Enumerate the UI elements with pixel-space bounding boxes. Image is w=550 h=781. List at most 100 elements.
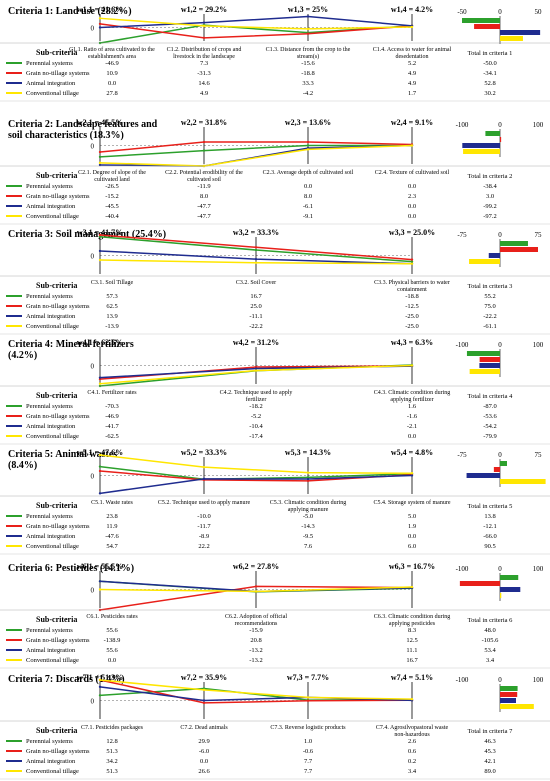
- cell-value: 11.1: [406, 647, 417, 654]
- cell-value: -13.9: [105, 323, 119, 330]
- cell-total: -79.9: [483, 433, 497, 440]
- category-label-line: applying manure: [288, 507, 329, 513]
- cell-total: -34.1: [483, 70, 497, 77]
- cell-value: -18.2: [249, 403, 263, 410]
- sub-criteria-header: Sub-criteria: [36, 48, 77, 57]
- category-label-line: C1.2. Distribution of crops and: [167, 46, 242, 53]
- series-name: Animal integration: [26, 313, 76, 320]
- data-point: [254, 367, 258, 370]
- series-line-conventional-tillage: [99, 454, 413, 475]
- category-label: C1.2. Distribution of crops and livestock…: [167, 46, 242, 60]
- weight-label: w1,1 = 41.6%: [77, 5, 123, 14]
- data-point: [410, 25, 414, 29]
- data-point: [254, 248, 258, 252]
- category-label: C7.1. Pesticides packages: [81, 725, 144, 731]
- cell-total: 55.2: [484, 293, 495, 300]
- category-label-line: stream(s): [297, 53, 319, 60]
- cell-value: 1.7: [408, 90, 417, 97]
- cell-value: -138.9: [104, 637, 121, 644]
- category-label-line: C3.3. Physical barriers to water: [374, 280, 450, 286]
- cell-value: 7.3: [200, 60, 208, 67]
- cell-value: -62.5: [105, 433, 119, 440]
- data-point: [254, 257, 258, 261]
- total-bar: [485, 131, 500, 136]
- cell-value: -5.0: [303, 513, 313, 520]
- cell-value: -15.2: [105, 193, 119, 200]
- series-line-grain-no-tillage-systems: [99, 23, 413, 39]
- weight-label: w2,3 = 13.6%: [285, 118, 331, 127]
- weight-label: w4,2 = 31.2%: [233, 338, 279, 347]
- cell-value: -46.9: [105, 60, 119, 67]
- cell-value: 14.6: [198, 80, 210, 87]
- category-label-line: non-hazardous: [394, 732, 430, 738]
- series-name: Animal integration: [26, 533, 76, 540]
- data-point: [202, 477, 206, 481]
- category-label-line: cultivated land: [94, 177, 130, 183]
- weight-label: w5,4 = 4.8%: [391, 448, 433, 457]
- criteria-title: Criteria 4: Mineral fertilizers (4.2%): [8, 339, 134, 361]
- category-label: C3.2. Soil Cover: [236, 280, 276, 286]
- series-name: Grain no-tillage systems: [26, 523, 90, 530]
- criteria-title-line: (8.4%): [8, 460, 37, 471]
- total-bar: [463, 149, 500, 154]
- cell-value: -1.6: [407, 413, 418, 420]
- category-label-line: C2.3. Average depth of cultivated soil: [263, 169, 354, 176]
- cell-value: 54.7: [106, 543, 118, 550]
- total-bar: [500, 593, 502, 598]
- total-bar: [469, 259, 500, 264]
- cell-value: 16.7: [250, 293, 262, 300]
- criteria-panel-7: Criteria 7: Discards (1.4%) 0 w7,1 = 51.3%…: [0, 673, 550, 780]
- criteria-title: Criteria 6: Pesticides (14.1%): [8, 563, 134, 574]
- data-point: [254, 585, 258, 588]
- cell-total: 48.0: [484, 627, 495, 634]
- total-bar: [466, 473, 500, 478]
- sub-criteria-header: Sub-criteria: [36, 281, 77, 290]
- data-point: [98, 382, 102, 385]
- cell-value: 8.3: [408, 627, 416, 634]
- cell-value: 62.5: [106, 303, 117, 310]
- category-label: C2.3. Average depth of cultivated soil: [263, 169, 354, 176]
- total-bar: [500, 479, 546, 484]
- cell-total: -12.1: [483, 523, 497, 530]
- cell-value: 0.0: [108, 657, 116, 664]
- cell-value: 4.9: [408, 70, 416, 77]
- zero-label: 0: [91, 473, 95, 481]
- series-name: Conventional tillage: [26, 657, 79, 664]
- series-name: Conventional tillage: [26, 213, 79, 220]
- cell-value: 0.0: [408, 183, 416, 190]
- category-label-line: C3.1. Soil Tillage: [91, 280, 134, 286]
- data-point: [98, 469, 102, 473]
- category-label: C7.4. Agrosilvopastoral waste non-hazardo…: [376, 725, 449, 738]
- data-point: [410, 262, 414, 265]
- series-name: Grain no-tillage systems: [26, 70, 90, 77]
- cell-total: -50.0: [483, 60, 497, 67]
- category-label-line: fertilizer: [246, 396, 267, 403]
- category-label-line: C2.2. Potential erodibility of the: [165, 169, 243, 176]
- series-name: Conventional tillage: [26, 90, 79, 97]
- sub-criteria-header: Sub-criteria: [36, 171, 77, 180]
- series-line-grain-no-tillage-systems: [99, 141, 413, 153]
- category-label-line: cultivated soil: [187, 177, 221, 183]
- data-point: [306, 148, 310, 151]
- total-bar: [500, 575, 519, 580]
- cell-value: 16.7: [406, 657, 418, 664]
- cell-value: -14.3: [301, 523, 315, 530]
- cell-value: 3.4: [408, 768, 417, 775]
- category-label: C4.1. Fertilizer rates: [87, 390, 137, 396]
- cell-value: 55.6: [106, 647, 118, 654]
- data-point: [98, 580, 102, 583]
- data-point: [98, 235, 102, 238]
- category-label-line: C5.3. Climatic condition during: [270, 500, 347, 506]
- criteria-title-line: (4.2%): [8, 350, 37, 361]
- sub-criteria-header: Sub-criteria: [36, 726, 77, 735]
- weight-label: w1,4 = 4.2%: [391, 5, 433, 14]
- cell-total: 90.5: [484, 543, 495, 550]
- cell-value: -11.7: [197, 523, 211, 530]
- cell-value: -10.0: [197, 513, 211, 520]
- data-point: [306, 699, 310, 702]
- data-point: [306, 144, 310, 147]
- category-label: C5.1. Waste rates: [91, 500, 133, 506]
- cell-value: 0.0: [408, 533, 416, 540]
- data-point: [98, 258, 102, 262]
- total-bar: [488, 253, 500, 258]
